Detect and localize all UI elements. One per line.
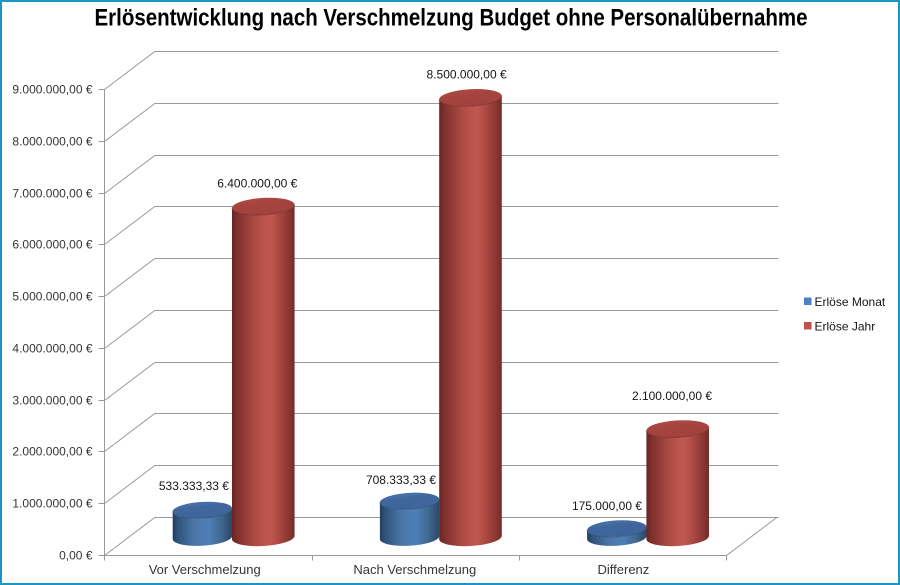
- svg-text:5.000.000,00 €: 5.000.000,00 €: [12, 290, 92, 304]
- svg-text:8.000.000,00 €: 8.000.000,00 €: [12, 135, 92, 149]
- svg-text:2.100.000,00 €: 2.100.000,00 €: [632, 389, 712, 403]
- svg-text:175.000,00 €: 175.000,00 €: [572, 499, 642, 513]
- svg-text:3.000.000,00 €: 3.000.000,00 €: [12, 394, 92, 408]
- svg-text:4.000.000,00 €: 4.000.000,00 €: [12, 342, 92, 356]
- svg-text:Erlösentwicklung nach Verschme: Erlösentwicklung nach Verschmelzung Budg…: [95, 5, 808, 32]
- svg-text:Erlöse Jahr: Erlöse Jahr: [815, 319, 876, 333]
- svg-text:Differenz: Differenz: [598, 562, 650, 577]
- svg-text:Vor Verschmelzung: Vor Verschmelzung: [149, 562, 261, 577]
- svg-text:6.000.000,00 €: 6.000.000,00 €: [12, 238, 92, 252]
- svg-text:708.333,33 €: 708.333,33 €: [366, 473, 436, 487]
- svg-text:0,00 €: 0,00 €: [59, 549, 93, 563]
- svg-text:1.000.000,00 €: 1.000.000,00 €: [12, 497, 92, 511]
- svg-text:Nach Verschmelzung: Nach Verschmelzung: [353, 562, 476, 577]
- svg-text:Erlöse Monat: Erlöse Monat: [815, 295, 886, 309]
- svg-text:533.333,33 €: 533.333,33 €: [159, 479, 229, 493]
- svg-text:6.400.000,00 €: 6.400.000,00 €: [217, 177, 297, 191]
- svg-text:8.500.000,00 €: 8.500.000,00 €: [427, 68, 507, 82]
- svg-text:9.000.000,00 €: 9.000.000,00 €: [12, 83, 92, 97]
- svg-text:2.000.000,00 €: 2.000.000,00 €: [12, 445, 92, 459]
- svg-text:7.000.000,00 €: 7.000.000,00 €: [12, 187, 92, 201]
